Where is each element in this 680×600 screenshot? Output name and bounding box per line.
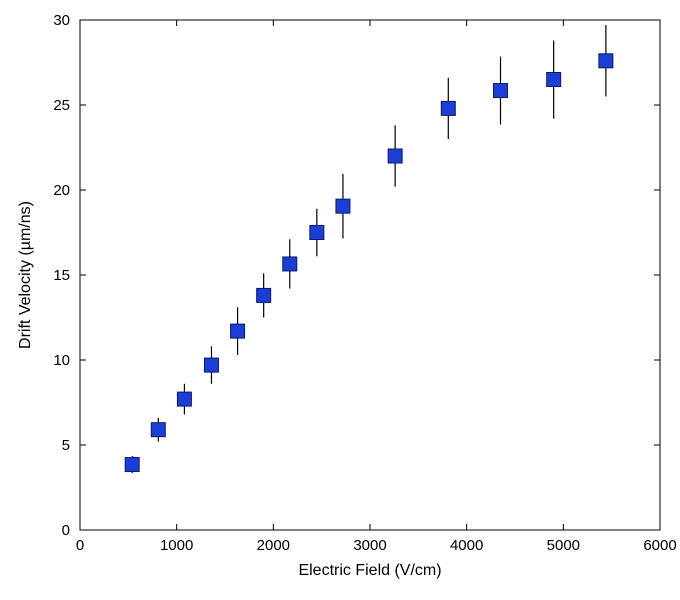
data-marker <box>494 84 508 98</box>
data-marker <box>336 199 350 213</box>
x-axis-label: Electric Field (V/cm) <box>298 562 441 579</box>
y-tick-label: 0 <box>62 522 70 539</box>
x-tick-label: 1000 <box>160 537 193 554</box>
data-marker <box>599 54 613 68</box>
data-marker <box>283 257 297 271</box>
x-tick-label: 2000 <box>257 537 290 554</box>
data-marker <box>177 392 191 406</box>
data-marker <box>151 423 165 437</box>
data-marker <box>441 101 455 115</box>
x-tick-label: 4000 <box>450 537 483 554</box>
x-tick-label: 6000 <box>643 537 676 554</box>
drift-velocity-chart: 0 1000 2000 3000 4000 5000 6000 0 5 10 15 20 25 30 Ele… <box>0 0 680 600</box>
y-tick-label: 15 <box>53 267 70 284</box>
y-axis-label: Drift Velocity (µm/ns) <box>17 201 34 349</box>
data-marker <box>125 458 139 472</box>
data-marker <box>547 73 561 87</box>
y-tick-label: 20 <box>53 182 70 199</box>
y-tick-label: 30 <box>53 12 70 29</box>
data-marker <box>388 149 402 163</box>
data-marker <box>310 226 324 240</box>
x-tick-label: 0 <box>76 537 84 554</box>
y-tick-label: 5 <box>62 437 70 454</box>
data-marker <box>204 358 218 372</box>
data-marker <box>257 288 271 302</box>
y-tick-label: 25 <box>53 97 70 114</box>
chart-svg: 0 1000 2000 3000 4000 5000 6000 0 5 10 15 20 25 30 Ele… <box>0 0 680 600</box>
x-tick-label: 5000 <box>547 537 580 554</box>
data-marker <box>231 324 245 338</box>
x-tick-label: 3000 <box>353 537 386 554</box>
y-tick-label: 10 <box>53 352 70 369</box>
